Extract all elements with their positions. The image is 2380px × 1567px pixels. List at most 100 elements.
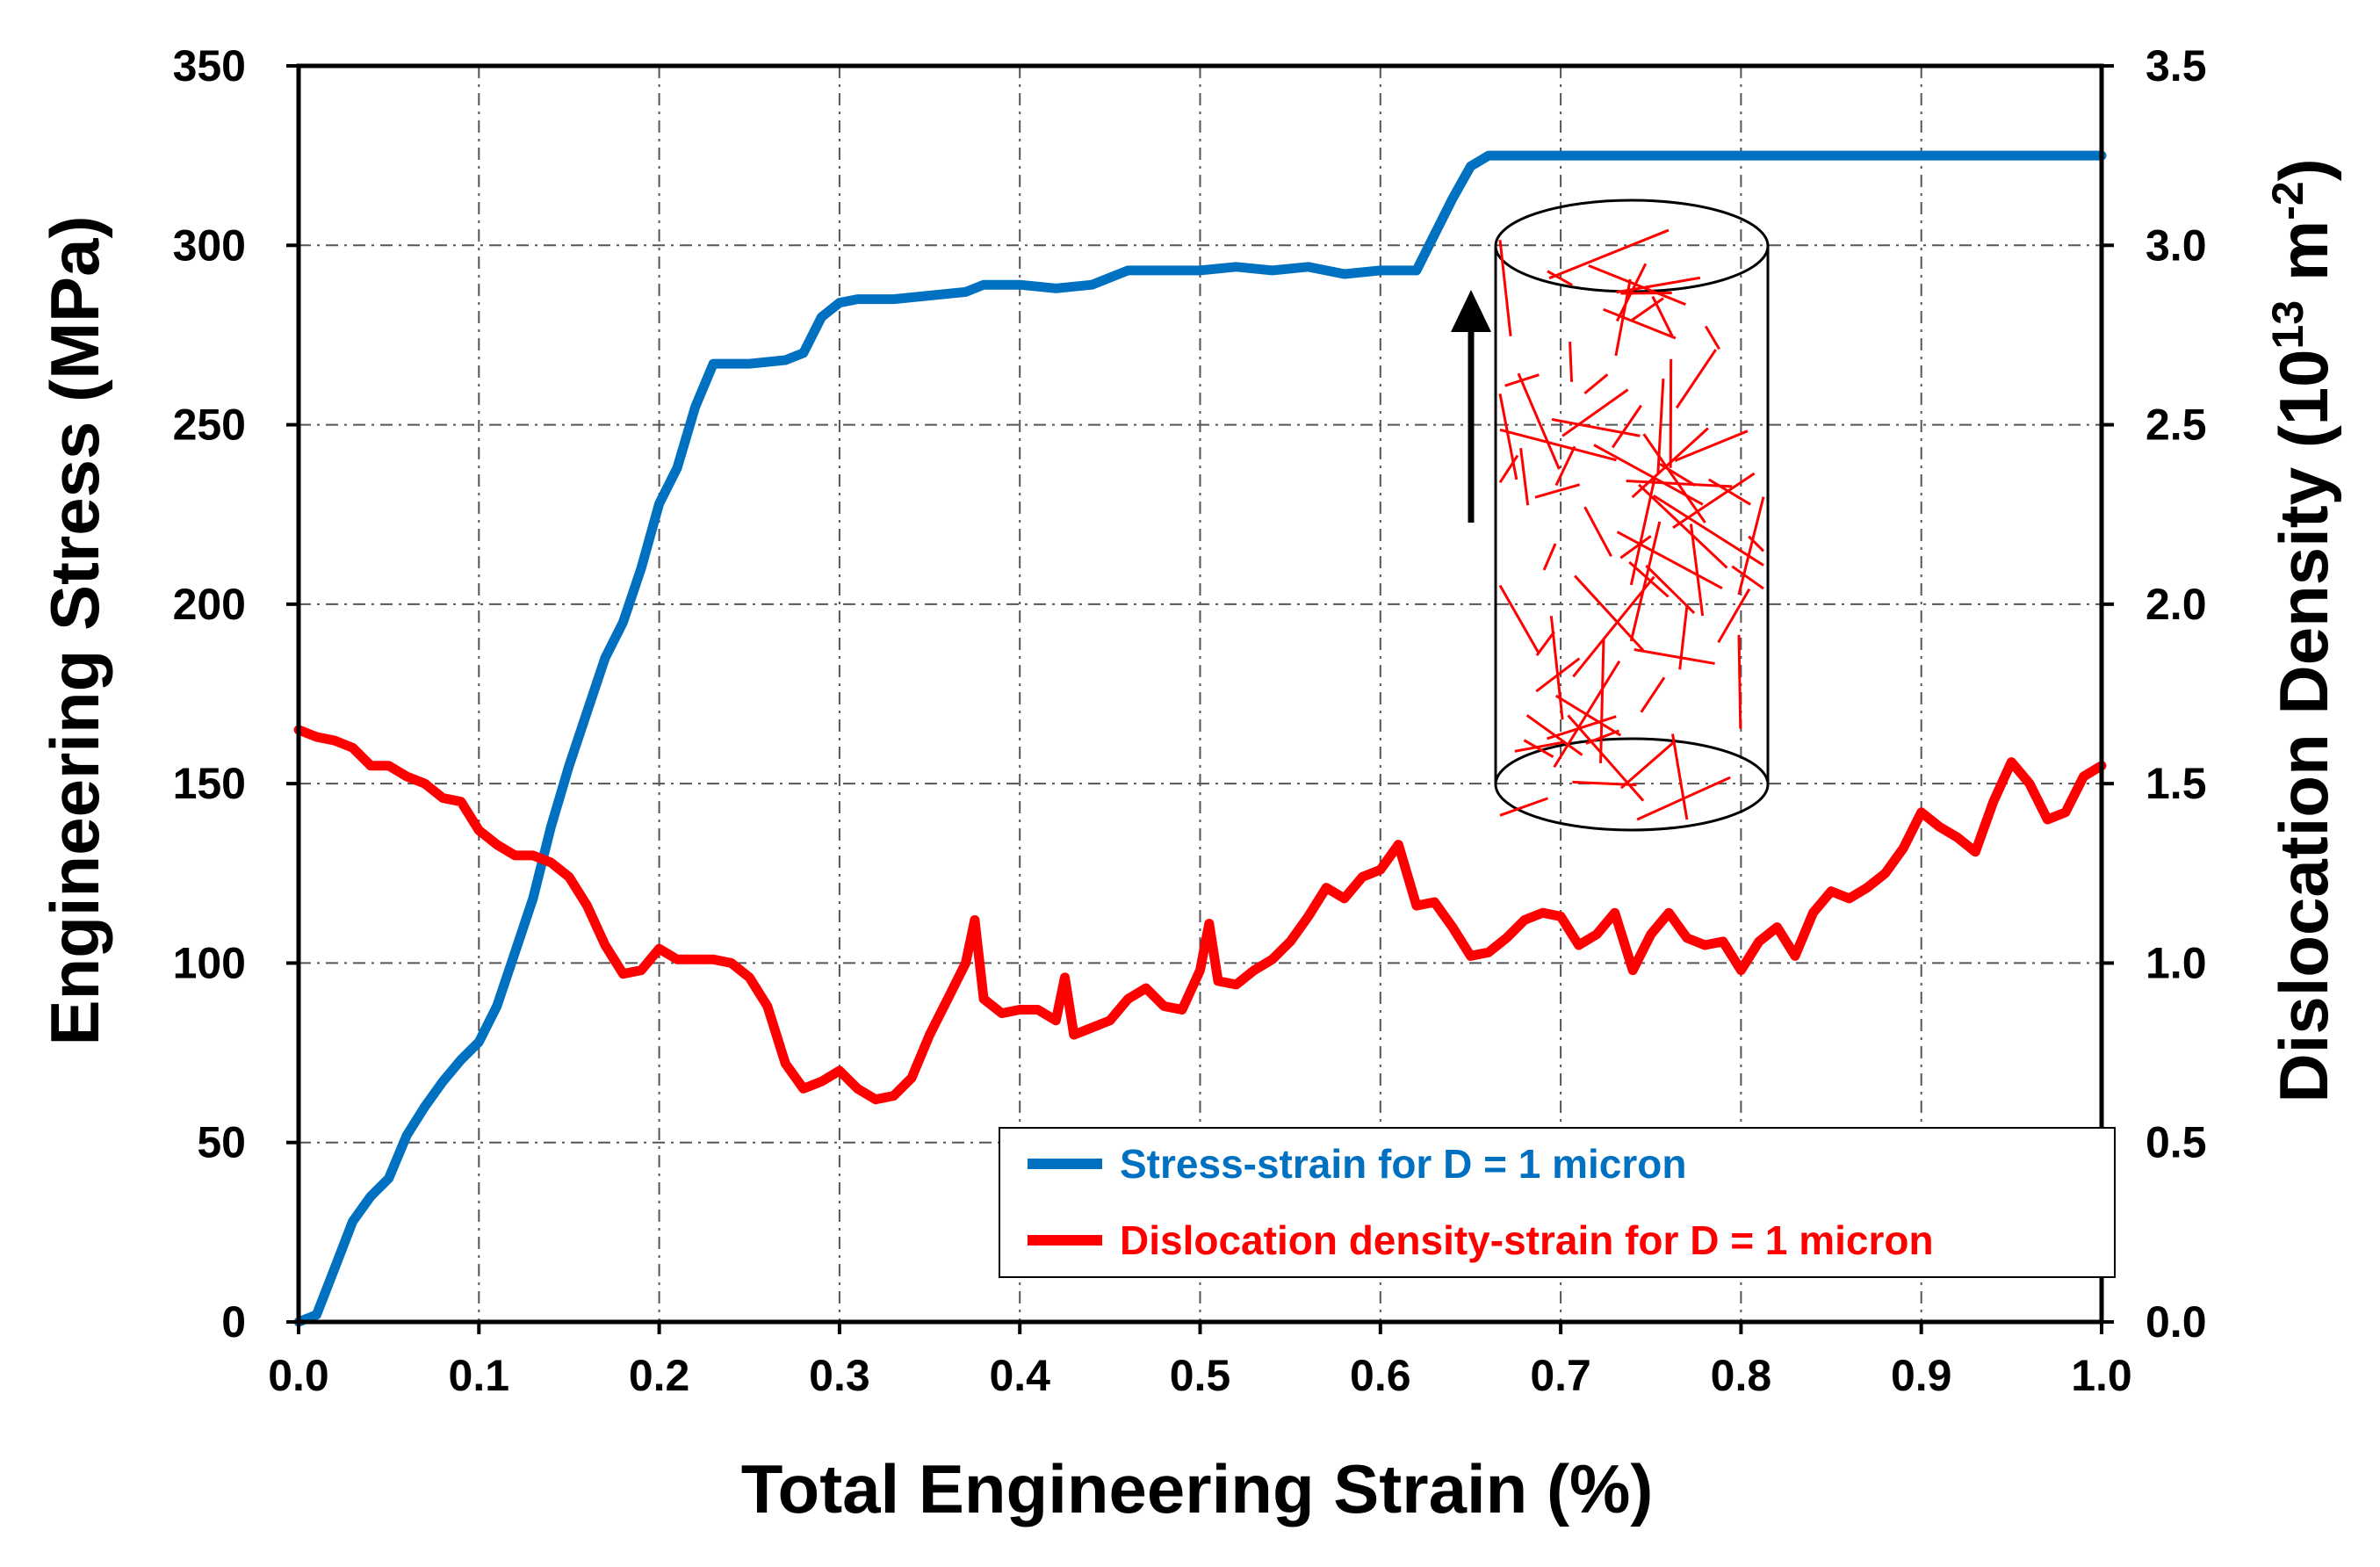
dislocation-line bbox=[1499, 797, 1548, 817]
left-tick-label: 350 bbox=[173, 41, 246, 90]
dislocation-line bbox=[1672, 472, 1756, 530]
dislocation-line bbox=[1616, 531, 1723, 590]
dislocation-line bbox=[1551, 417, 1641, 437]
left-tick-label: 200 bbox=[173, 580, 246, 629]
x-tick-label: 0.0 bbox=[268, 1351, 329, 1400]
right-axis-title-close: ) bbox=[2265, 158, 2342, 181]
left-tick-label: 0 bbox=[221, 1297, 246, 1347]
right-tick-label: 3.5 bbox=[2146, 41, 2207, 90]
dislocation-line bbox=[1572, 575, 1655, 678]
right-tick-label: 2.5 bbox=[2146, 401, 2207, 450]
x-tick-label: 1.0 bbox=[2071, 1351, 2132, 1400]
legend-label-stress: Stress-strain for D = 1 micron bbox=[1120, 1141, 1686, 1187]
x-tick-label: 0.1 bbox=[449, 1351, 510, 1400]
right-tick-label: 0.5 bbox=[2146, 1118, 2207, 1167]
left-tick-label: 250 bbox=[173, 401, 246, 450]
dislocation-line bbox=[1553, 660, 1621, 769]
dislocation-line bbox=[1689, 524, 1705, 617]
legend: Stress-strain for D = 1 micron Dislocati… bbox=[999, 1127, 2116, 1278]
dislocation-line bbox=[1651, 295, 1674, 337]
dislocation-line bbox=[1561, 388, 1629, 437]
dislocation-line bbox=[1574, 574, 1645, 652]
dislocation-line bbox=[1603, 307, 1677, 340]
dislocation-line bbox=[1707, 478, 1751, 506]
dislocation-line bbox=[1616, 276, 1701, 294]
x-axis-ticks: 0.0 0.1 0.2 0.3 0.4 0.5 0.6 0.7 0.8 0.9 1.0 bbox=[268, 1322, 2132, 1400]
dislocation-line bbox=[1593, 444, 1704, 506]
dislocation-line bbox=[1638, 483, 1728, 569]
x-axis-title: Total Engineering Strain (%) bbox=[741, 1450, 1654, 1527]
right-tick-label: 2.0 bbox=[2146, 580, 2207, 629]
cylinder-bottom bbox=[1494, 737, 1770, 832]
x-tick-label: 0.8 bbox=[1711, 1351, 1772, 1400]
dislocation-line bbox=[1585, 729, 1620, 745]
dislocation-line bbox=[1611, 404, 1642, 449]
dislocation-line bbox=[1653, 494, 1764, 567]
x-tick-label: 0.7 bbox=[1530, 1351, 1591, 1400]
series-line-dislocation-density bbox=[293, 725, 2107, 1105]
dislocation-line bbox=[1534, 483, 1581, 499]
legend-label-density: Dislocation density-strain for D = 1 mic… bbox=[1120, 1217, 1934, 1263]
right-tick-label: 0.0 bbox=[2146, 1297, 2207, 1347]
dislocation-line bbox=[1642, 433, 1706, 524]
x-tick-label: 0.6 bbox=[1350, 1351, 1411, 1400]
dislocation-line bbox=[1498, 394, 1518, 480]
dislocation-line bbox=[1498, 239, 1512, 336]
x-tick-label: 0.5 bbox=[1170, 1351, 1231, 1400]
dislocation-line bbox=[1620, 291, 1672, 295]
dislocation-line bbox=[1631, 427, 1709, 499]
arrow-head bbox=[1451, 290, 1491, 332]
dislocation-line bbox=[1547, 270, 1573, 286]
right-axis-title-main: Dislocation Density (10 bbox=[2265, 349, 2342, 1102]
dislocation-cylinder-inset bbox=[1494, 199, 1770, 832]
dislocation-line bbox=[1737, 634, 1742, 729]
dislocation-line bbox=[1748, 535, 1765, 552]
dislocation-line bbox=[1583, 506, 1612, 558]
dislocation-line bbox=[1640, 676, 1666, 713]
dislocation-line bbox=[1717, 588, 1751, 644]
dislocation-line bbox=[1525, 714, 1583, 756]
dislocation-line bbox=[1514, 740, 1566, 753]
dislocation-line bbox=[1567, 714, 1645, 802]
dislocation-line bbox=[1674, 430, 1749, 462]
x-tick-label: 0.2 bbox=[629, 1351, 690, 1400]
dislocation-line bbox=[1675, 349, 1718, 409]
dislocation-line bbox=[1523, 739, 1554, 759]
dislocation-line bbox=[1619, 740, 1676, 790]
data-series bbox=[293, 150, 2107, 1327]
dislocation-line bbox=[1615, 263, 1648, 322]
x-tick-label: 0.9 bbox=[1891, 1351, 1952, 1400]
left-tick-label: 300 bbox=[173, 220, 246, 270]
right-tick-label: 3.0 bbox=[2146, 220, 2207, 270]
dislocation-line bbox=[1626, 479, 1733, 488]
dislocation-line bbox=[1548, 228, 1670, 280]
dislocation-line bbox=[1619, 535, 1652, 560]
dislocation-line bbox=[1636, 776, 1731, 821]
dislocation-line bbox=[1554, 694, 1622, 737]
right-tick-label: 1.0 bbox=[2146, 938, 2207, 987]
dislocation-line bbox=[1629, 521, 1662, 642]
dislocation-line bbox=[1554, 445, 1576, 487]
right-tick-label: 1.5 bbox=[2146, 759, 2207, 808]
dislocation-line bbox=[1498, 454, 1519, 484]
left-axis-title: Engineering Stress (MPa) bbox=[36, 216, 113, 1046]
dislocation-line bbox=[1671, 733, 1689, 820]
dislocation-line bbox=[1542, 543, 1557, 571]
dislocation-line bbox=[1645, 564, 1696, 615]
dislocation-line bbox=[1659, 462, 1696, 487]
dislocation-line bbox=[1498, 584, 1540, 654]
dislocation-line bbox=[1704, 325, 1720, 350]
right-axis-title-exp2: -2 bbox=[2263, 181, 2312, 220]
right-axis-title-exp1: 13 bbox=[2263, 300, 2312, 350]
left-tick-label: 50 bbox=[197, 1118, 246, 1167]
right-axis-title: Dislocation Density (1013 m-2) bbox=[2263, 158, 2342, 1102]
dislocation-line bbox=[1614, 278, 1632, 357]
annotation-arrow bbox=[1451, 290, 1491, 523]
dislocation-line bbox=[1569, 341, 1574, 382]
dislocation-line bbox=[1631, 297, 1664, 321]
dislocation-line bbox=[1634, 648, 1715, 665]
right-axis-title-unit: m bbox=[2265, 220, 2342, 300]
left-axis-ticks: 0 50 100 150 200 250 300 350 bbox=[173, 41, 299, 1347]
dislocation-line bbox=[1737, 496, 1765, 596]
